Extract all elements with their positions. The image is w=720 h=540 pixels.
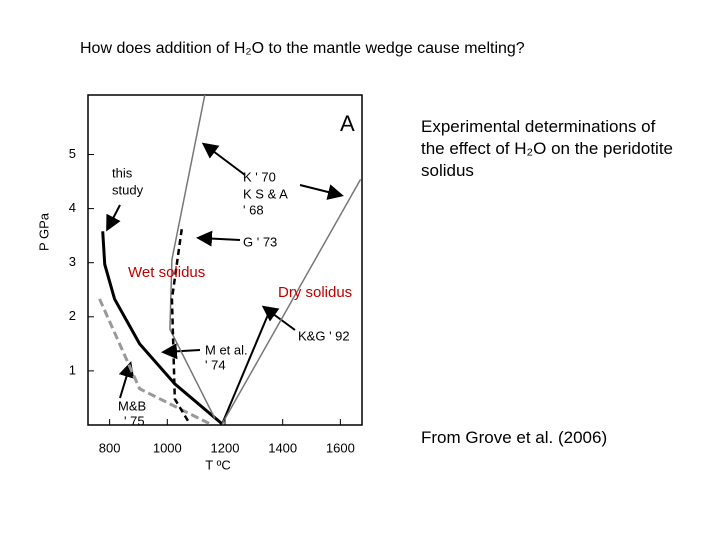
x-tick-label: 1600 bbox=[326, 440, 355, 455]
annotation: study bbox=[112, 182, 144, 197]
annotation: M et al. bbox=[205, 342, 248, 357]
curve bbox=[221, 179, 362, 425]
y-axis-label: P GPa bbox=[36, 212, 51, 251]
annotation: A bbox=[340, 111, 355, 136]
x-tick-label: 1200 bbox=[211, 440, 240, 455]
x-tick-label: 800 bbox=[99, 440, 121, 455]
annotation: K&G ' 92 bbox=[298, 328, 350, 343]
y-tick-label: 1 bbox=[69, 362, 76, 377]
annotation: M&B bbox=[118, 398, 146, 413]
curves bbox=[98, 95, 362, 425]
arrows bbox=[106, 142, 344, 399]
slide-title: How does addition of H₂O to the mantle w… bbox=[80, 40, 525, 57]
annotation: this bbox=[112, 165, 133, 180]
curve bbox=[170, 228, 191, 425]
curve bbox=[169, 95, 216, 419]
y-tick-label: 2 bbox=[69, 308, 76, 323]
x-tick-label: 1400 bbox=[268, 440, 297, 455]
annotation: Wet solidus bbox=[128, 264, 205, 281]
annotation: K S & A bbox=[243, 186, 288, 201]
curve bbox=[101, 231, 224, 425]
annotation: ' 68 bbox=[243, 202, 264, 217]
annotation: G ' 73 bbox=[243, 234, 277, 249]
y-tick-label: 4 bbox=[69, 200, 76, 215]
source: From Grove et al. (2006) bbox=[421, 428, 608, 447]
side-text: Experimental determinations of the effec… bbox=[421, 117, 673, 180]
curve bbox=[221, 308, 272, 425]
y-tick-label: 5 bbox=[69, 146, 76, 161]
annotation: Dry solidus bbox=[278, 284, 352, 301]
annotation: ' 75 bbox=[124, 413, 145, 428]
y-tick-label: 3 bbox=[69, 254, 76, 269]
plot-frame bbox=[87, 94, 363, 426]
annotation: K ' 70 bbox=[243, 169, 276, 184]
x-tick-label: 1000 bbox=[153, 440, 182, 455]
x-axis-label: T ºC bbox=[205, 457, 230, 472]
curve bbox=[98, 298, 211, 425]
annotation: ' 74 bbox=[205, 357, 226, 372]
